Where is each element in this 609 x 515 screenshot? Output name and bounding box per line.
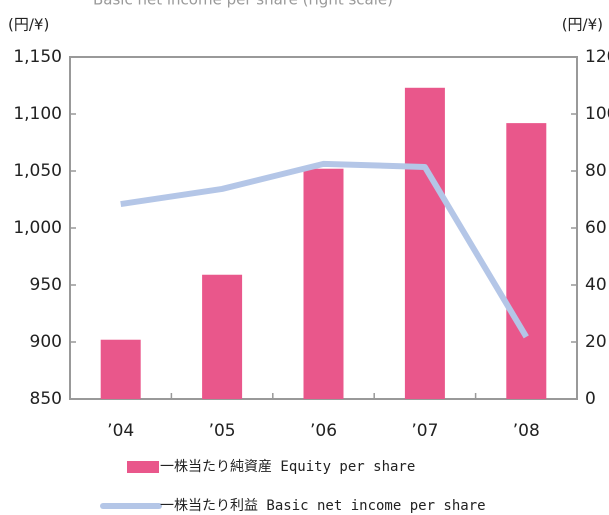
legend-label: 一株当たり利益 Basic net income per share: [160, 498, 486, 514]
bar: [202, 274, 243, 399]
chart-subtitle: Basic net income per share (right scale): [93, 0, 393, 9]
legend-label: 一株当たり純資産 Equity per share: [160, 459, 415, 475]
y-tick-label: 1,000: [13, 218, 62, 238]
legend-swatch: [127, 461, 159, 473]
y-axis-label: (円/¥): [8, 16, 49, 34]
y2-tick-label: 100: [585, 104, 609, 124]
y2-axis-label: (円/¥): [562, 16, 603, 34]
y-tick-label: 1,150: [13, 47, 62, 67]
line: [120, 160, 529, 339]
y2-tick-label: 40: [585, 275, 607, 295]
x-tick-label: ’06: [310, 421, 337, 441]
bar: [506, 123, 547, 400]
bar: [404, 87, 445, 399]
y2-tick-label: 20: [585, 332, 607, 352]
x-tick-label: ’08: [513, 421, 540, 441]
y-tick-label: 900: [30, 332, 62, 352]
bar: [303, 168, 344, 399]
y2-tick-label: 80: [585, 161, 607, 181]
y-tick-label: 1,100: [13, 104, 62, 124]
y-tick-label: 1,050: [13, 161, 62, 181]
y2-tick-label: 60: [585, 218, 607, 238]
y-tick-label: 950: [30, 275, 62, 295]
x-tick-label: ’05: [209, 421, 236, 441]
y2-tick-label: 120: [585, 47, 609, 67]
bar: [100, 339, 141, 399]
x-tick-label: ’04: [107, 421, 134, 441]
y-tick-label: 850: [30, 389, 62, 409]
y2-tick-label: 0: [585, 389, 596, 409]
x-tick-label: ’07: [411, 421, 438, 441]
